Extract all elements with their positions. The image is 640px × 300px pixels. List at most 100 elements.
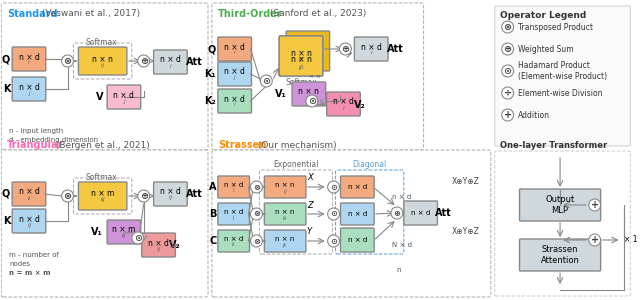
Text: Att: Att [186, 189, 202, 199]
Text: ⊕: ⊕ [140, 191, 148, 201]
FancyBboxPatch shape [141, 233, 175, 257]
Text: Weighted Sum: Weighted Sum [518, 44, 573, 53]
Text: j: j [234, 76, 236, 80]
FancyBboxPatch shape [218, 230, 250, 252]
Text: ij: ij [284, 188, 287, 194]
Text: ⊙: ⊙ [330, 236, 337, 245]
Text: lj: lj [157, 247, 160, 251]
Text: Softmax: Softmax [85, 38, 117, 47]
FancyBboxPatch shape [404, 201, 437, 225]
Text: ilj: ilj [122, 233, 126, 238]
FancyBboxPatch shape [107, 220, 141, 244]
Text: n × d: n × d [348, 237, 367, 243]
Text: ⊕: ⊕ [504, 44, 512, 54]
Circle shape [589, 234, 600, 246]
FancyBboxPatch shape [495, 151, 630, 296]
FancyBboxPatch shape [279, 36, 323, 76]
Text: n = m × m: n = m × m [9, 270, 51, 276]
Text: Transposed Product: Transposed Product [518, 22, 593, 32]
Text: X⊕Y⊕Z: X⊕Y⊕Z [451, 227, 479, 236]
FancyBboxPatch shape [74, 178, 132, 214]
Text: ijl: ijl [299, 58, 303, 62]
FancyBboxPatch shape [212, 3, 424, 150]
Text: X: X [307, 173, 312, 182]
Text: i: i [234, 50, 236, 56]
Text: n × d: n × d [160, 188, 181, 196]
Text: N × d: N × d [392, 242, 412, 248]
Text: n × d: n × d [19, 82, 40, 91]
Circle shape [502, 87, 513, 99]
Text: Operator Legend: Operator Legend [500, 11, 586, 20]
Text: ÷: ÷ [504, 88, 512, 98]
FancyBboxPatch shape [264, 230, 306, 252]
Text: n - input length: n - input length [9, 128, 63, 134]
FancyBboxPatch shape [1, 150, 208, 297]
Text: l: l [343, 106, 344, 110]
FancyBboxPatch shape [355, 37, 388, 61]
Text: n × d: n × d [224, 182, 243, 188]
Text: Z: Z [307, 200, 312, 209]
Text: il: il [28, 196, 31, 200]
FancyBboxPatch shape [1, 3, 208, 150]
Text: n × d: n × d [224, 43, 245, 52]
FancyBboxPatch shape [12, 182, 46, 206]
Text: Exponential: Exponential [273, 160, 319, 169]
FancyBboxPatch shape [259, 170, 333, 254]
Text: ⊗: ⊗ [253, 209, 260, 218]
Text: ⊙: ⊙ [330, 209, 337, 218]
Text: j: j [233, 215, 234, 220]
Circle shape [250, 235, 262, 247]
Circle shape [328, 208, 340, 220]
Text: n × d: n × d [113, 91, 134, 100]
FancyBboxPatch shape [495, 6, 630, 146]
Text: Strassen
Attention: Strassen Attention [541, 245, 579, 265]
FancyBboxPatch shape [79, 47, 127, 75]
FancyBboxPatch shape [520, 239, 600, 271]
Circle shape [250, 181, 262, 193]
Text: Strassen: Strassen [218, 140, 266, 150]
Text: n × d: n × d [19, 214, 40, 224]
FancyBboxPatch shape [107, 85, 141, 109]
Circle shape [502, 65, 513, 77]
Circle shape [61, 55, 74, 67]
Text: Att: Att [186, 57, 202, 67]
Text: n × d: n × d [361, 43, 381, 52]
Text: n × d: n × d [19, 188, 40, 196]
Text: n × d: n × d [333, 98, 354, 106]
Text: Triangular: Triangular [7, 140, 63, 150]
Text: +: + [591, 235, 599, 245]
Text: +: + [504, 110, 512, 120]
Text: B: B [209, 209, 217, 219]
Circle shape [328, 235, 340, 247]
Text: jk: jk [283, 242, 287, 247]
Text: n × n: n × n [291, 55, 312, 64]
Text: K₂: K₂ [204, 96, 216, 106]
Text: A: A [209, 182, 217, 192]
Text: i: i [371, 50, 372, 56]
Text: lj: lj [28, 223, 31, 227]
Text: ⊙: ⊙ [262, 76, 270, 86]
Text: Softmax: Softmax [85, 173, 117, 182]
Text: n × m: n × m [91, 190, 115, 199]
Text: V₂: V₂ [168, 240, 180, 250]
FancyBboxPatch shape [218, 62, 252, 86]
FancyBboxPatch shape [264, 176, 306, 198]
Text: ⊙: ⊙ [330, 182, 337, 191]
FancyBboxPatch shape [279, 36, 323, 76]
FancyBboxPatch shape [12, 77, 46, 101]
Text: n × d: n × d [224, 68, 245, 76]
Text: (Sanford et al., 2023): (Sanford et al., 2023) [268, 9, 367, 18]
Text: ⊗: ⊗ [253, 236, 260, 245]
Text: (Vaswani et al., 2017): (Vaswani et al., 2017) [39, 9, 140, 18]
Circle shape [391, 207, 403, 219]
Text: n × d: n × d [224, 236, 243, 242]
Text: V₁: V₁ [330, 182, 340, 191]
Text: Q: Q [2, 189, 10, 199]
FancyBboxPatch shape [218, 203, 250, 225]
FancyBboxPatch shape [12, 209, 46, 233]
Text: Hadamard Product
(Element-wise Product): Hadamard Product (Element-wise Product) [518, 61, 607, 81]
FancyBboxPatch shape [520, 189, 600, 221]
Text: ⊗: ⊗ [63, 56, 72, 66]
Text: ⊕: ⊕ [341, 44, 349, 54]
FancyBboxPatch shape [74, 43, 132, 79]
